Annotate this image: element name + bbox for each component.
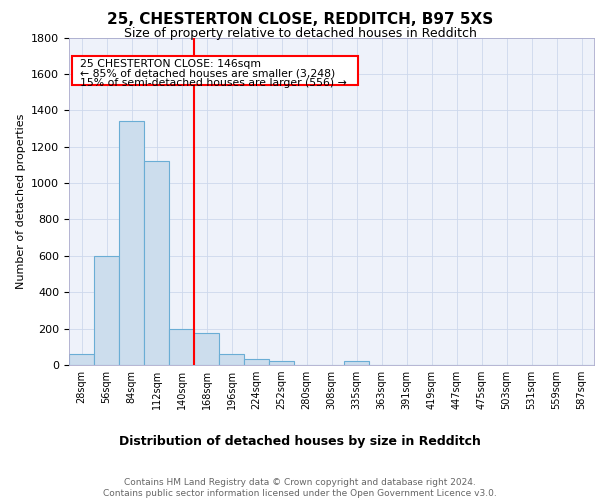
Bar bbox=[144, 161, 169, 365]
Bar bbox=[344, 362, 369, 365]
Text: 15% of semi-detached houses are larger (556) →: 15% of semi-detached houses are larger (… bbox=[79, 78, 346, 88]
Y-axis label: Number of detached properties: Number of detached properties bbox=[16, 114, 26, 289]
Text: ← 85% of detached houses are smaller (3,248): ← 85% of detached houses are smaller (3,… bbox=[79, 68, 335, 78]
Bar bbox=[169, 328, 194, 365]
Text: Size of property relative to detached houses in Redditch: Size of property relative to detached ho… bbox=[124, 28, 476, 40]
Text: 25, CHESTERTON CLOSE, REDDITCH, B97 5XS: 25, CHESTERTON CLOSE, REDDITCH, B97 5XS bbox=[107, 12, 493, 28]
Bar bbox=[219, 354, 244, 365]
Bar bbox=[269, 362, 294, 365]
Text: Distribution of detached houses by size in Redditch: Distribution of detached houses by size … bbox=[119, 434, 481, 448]
Text: 25 CHESTERTON CLOSE: 146sqm: 25 CHESTERTON CLOSE: 146sqm bbox=[79, 59, 260, 69]
Text: Contains HM Land Registry data © Crown copyright and database right 2024.
Contai: Contains HM Land Registry data © Crown c… bbox=[103, 478, 497, 498]
Bar bbox=[119, 121, 144, 365]
Bar bbox=[194, 333, 219, 365]
FancyBboxPatch shape bbox=[71, 56, 358, 85]
Bar bbox=[69, 354, 94, 365]
Bar bbox=[94, 256, 119, 365]
Bar bbox=[244, 358, 269, 365]
